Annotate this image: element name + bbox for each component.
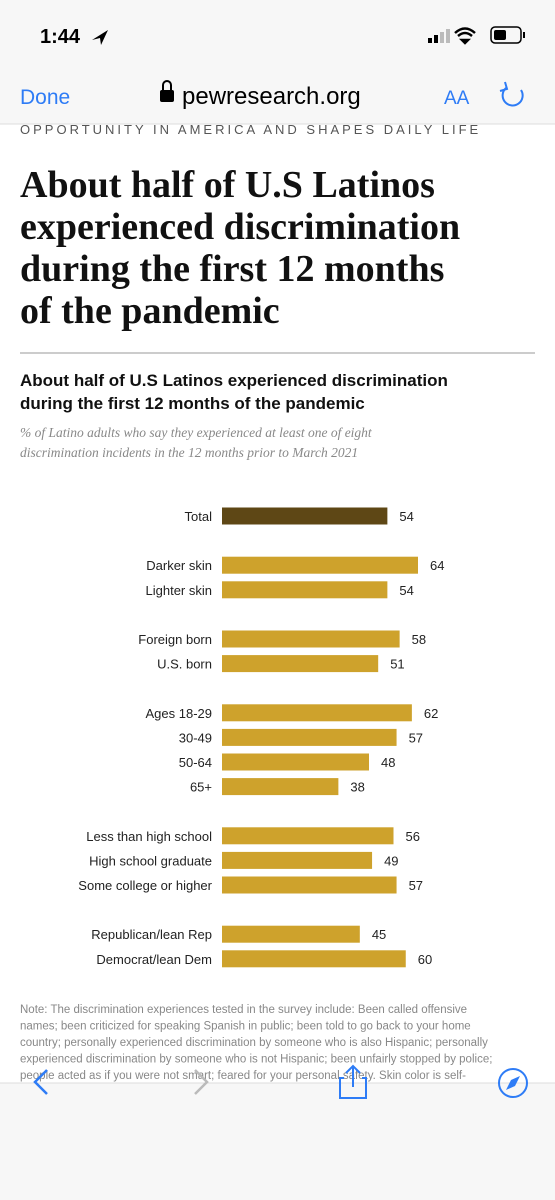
- note: names; been criticized for speaking Span…: [20, 1021, 471, 1033]
- value-label: 49: [384, 853, 398, 868]
- category-label: 50-64: [179, 755, 212, 770]
- category-label: Some college or higher: [78, 878, 212, 893]
- category-label: Republican/lean Rep: [91, 927, 212, 942]
- value-label: 56: [406, 829, 420, 844]
- category-label: Lighter skin: [146, 583, 212, 598]
- battery-icon: [490, 26, 525, 44]
- text-size-button[interactable]: AA: [444, 88, 470, 109]
- toolbar: [0, 1083, 555, 1200]
- category-label: U.S. born: [157, 657, 212, 672]
- bar: [222, 630, 400, 648]
- value-label: 64: [430, 558, 444, 573]
- category-label: 30-49: [179, 730, 212, 745]
- bar: [222, 778, 339, 796]
- value-label: 57: [409, 878, 423, 893]
- category-label: Darker skin: [146, 558, 212, 573]
- headline-line: during the first 12 months: [20, 248, 444, 290]
- value-label: 62: [424, 706, 438, 721]
- status-time: 1:44: [40, 26, 81, 48]
- value-label: 60: [418, 952, 432, 967]
- category-label: Less than high school: [86, 829, 212, 844]
- value-label: 48: [381, 755, 395, 770]
- bar: [222, 876, 397, 894]
- done-button[interactable]: Done: [20, 86, 70, 109]
- value-label: 45: [372, 927, 386, 942]
- url[interactable]: pewresearch.org: [182, 83, 361, 110]
- value-label: 54: [399, 583, 413, 598]
- note: country; personally experienced discrimi…: [20, 1037, 488, 1049]
- value-label: 51: [390, 657, 404, 672]
- bar: [222, 704, 412, 722]
- back-button[interactable]: [33, 1069, 48, 1095]
- share-button[interactable]: [339, 1064, 367, 1099]
- location-icon: [92, 30, 108, 45]
- chart-title: About half of U.S Latinos experienced di…: [20, 371, 448, 390]
- bar: [222, 581, 388, 599]
- signal-icon: [428, 29, 450, 43]
- value-label: 38: [350, 780, 364, 795]
- value-label: 58: [412, 632, 426, 647]
- bar: [222, 507, 388, 525]
- chart-subtitle: % of Latino adults who say they experien…: [20, 425, 373, 440]
- reload-button[interactable]: [499, 81, 524, 107]
- lock-icon: [160, 80, 174, 102]
- tabs-button[interactable]: [498, 1068, 528, 1098]
- note: experienced discrimination by someone wh…: [20, 1054, 492, 1066]
- bar: [222, 925, 360, 943]
- bar: [222, 655, 379, 673]
- forward-button[interactable]: [194, 1069, 209, 1095]
- bar: [222, 728, 397, 746]
- bar: [222, 827, 394, 845]
- category-label: Ages 18-29: [146, 706, 213, 721]
- kicker: OPPORTUNITY IN AMERICA AND SHAPES DAILY …: [20, 122, 481, 137]
- browser-chrome: [0, 0, 555, 124]
- note: Note: The discrimination experiences tes…: [20, 1004, 467, 1016]
- category-label: Democrat/lean Dem: [96, 952, 212, 967]
- chart-title: during the first 12 months of the pandem…: [20, 394, 365, 413]
- category-label: Foreign born: [138, 632, 212, 647]
- headline-line: of the pandemic: [20, 290, 280, 332]
- value-label: 54: [399, 509, 413, 524]
- headline-line: experienced discrimination: [20, 206, 460, 248]
- bar: [222, 556, 418, 574]
- note: people acted as if you were not smart; f…: [20, 1070, 466, 1082]
- category-label: Total: [185, 509, 213, 524]
- chart-subtitle: discrimination incidents in the 12 month…: [20, 445, 358, 460]
- chart: About half of U.S Latinos experienced di…: [20, 371, 492, 1082]
- category-label: High school graduate: [89, 853, 212, 868]
- bar: [222, 753, 369, 771]
- bar: [222, 950, 406, 968]
- value-label: 57: [409, 730, 423, 745]
- headline-line: About half of U.S Latinos: [20, 164, 435, 206]
- category-label: 65+: [190, 780, 212, 795]
- wifi-icon: [454, 27, 476, 45]
- bar: [222, 851, 373, 869]
